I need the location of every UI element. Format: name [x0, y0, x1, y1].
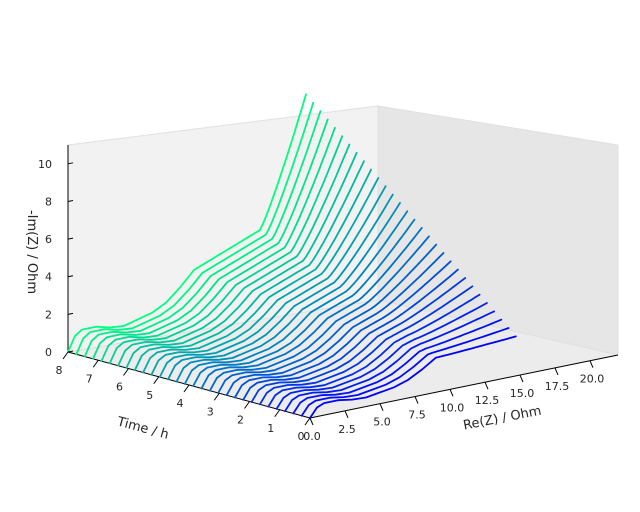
- x-tick-label: 5.0: [373, 416, 391, 429]
- z-tick-label: 4: [45, 271, 52, 284]
- series-line: [133, 160, 365, 372]
- tick-layer: 0.0 2.5 5.0 7.5 10.0 12.5 15.0 17.5 20.0 0 1 2 3 4 5 6 7…: [38, 158, 604, 443]
- y-tick-label: 3: [207, 405, 214, 418]
- z-tick-mark: [67, 237, 74, 240]
- z-tick-mark: [67, 275, 74, 278]
- series-layer: [67, 93, 517, 419]
- y-tick-mark: [244, 401, 250, 409]
- y-axis-label: Time / h: [115, 414, 171, 442]
- series-line: [158, 185, 387, 378]
- x-tick-mark: [344, 410, 349, 419]
- y-tick-label: 0: [298, 430, 305, 443]
- z-tick-label: 8: [45, 195, 52, 208]
- x-tick-mark: [589, 360, 594, 368]
- series-line: [108, 135, 344, 365]
- x-tick-mark: [449, 389, 454, 397]
- y-tick-mark: [92, 359, 99, 368]
- y-tick-label: 2: [237, 414, 244, 427]
- series-line: [209, 235, 430, 392]
- series-line: [125, 151, 358, 369]
- series-line: [267, 293, 481, 408]
- series-line: [242, 268, 459, 401]
- series-line: [217, 243, 438, 394]
- z-tick-mark: [67, 350, 74, 353]
- z-axis-label: -Im(Z) / Ohm: [24, 210, 39, 294]
- series-line: [150, 177, 380, 376]
- series-line: [75, 101, 315, 356]
- series-line: [142, 168, 372, 374]
- y-tick-mark: [153, 376, 160, 385]
- y-tick-mark: [62, 351, 69, 360]
- x-tick-label: 17.5: [545, 380, 570, 393]
- y-tick-label: 7: [86, 372, 93, 385]
- y-tick-mark: [274, 409, 281, 418]
- series-line: [92, 118, 329, 360]
- z-tick-mark: [67, 312, 74, 315]
- axis-panes: [67, 105, 619, 419]
- x-tick-label: 20.0: [580, 373, 605, 386]
- series-line: [192, 218, 416, 387]
- series-line: [250, 277, 467, 403]
- z-tick-mark: [67, 162, 74, 165]
- series-line: [83, 110, 322, 358]
- y-tick-label: 5: [146, 389, 153, 402]
- x-tick-mark: [519, 374, 524, 383]
- series-line: [259, 285, 474, 406]
- series-line: [300, 327, 510, 417]
- x-tick-mark: [484, 382, 489, 390]
- y-tick-mark: [183, 384, 190, 393]
- x-tick-mark: [309, 417, 314, 426]
- series-line: [117, 143, 351, 367]
- y-tick-mark: [213, 392, 220, 401]
- x-tick-mark: [379, 403, 384, 411]
- series-line: [183, 210, 409, 385]
- x-tick-label: 15.0: [510, 387, 535, 400]
- y-tick-label: 4: [177, 397, 184, 410]
- y-tick-label: 1: [267, 422, 274, 435]
- y-tick-label: 8: [56, 364, 63, 377]
- z-tick-label: 10: [38, 158, 52, 171]
- series-line: [234, 260, 452, 399]
- series-line: [100, 126, 336, 362]
- series-line: [309, 335, 517, 419]
- y-tick-mark: [304, 417, 311, 426]
- series-line: [225, 252, 445, 397]
- series-line: [292, 318, 503, 415]
- re-axis-line: [309, 354, 619, 419]
- z-tick-label: 6: [45, 233, 52, 246]
- y-tick-label: 6: [116, 381, 123, 394]
- series-line: [167, 193, 394, 381]
- x-tick-label: 7.5: [408, 409, 426, 422]
- series-line: [200, 227, 423, 390]
- z-tick-mark: [67, 199, 74, 202]
- series-line: [67, 93, 307, 353]
- x-tick-label: 2.5: [338, 423, 356, 436]
- x-axis-label: Re(Z) / Ohm: [462, 404, 543, 434]
- series-line: [284, 310, 495, 413]
- x-tick-mark: [554, 367, 559, 376]
- x-tick-label: 12.5: [475, 394, 500, 407]
- series-line: [175, 202, 401, 383]
- x-tick-mark: [414, 396, 419, 404]
- x-tick-label: 10.0: [440, 401, 465, 414]
- z-tick-label: 2: [45, 308, 52, 321]
- z-tick-label: 0: [45, 346, 52, 359]
- y-tick-mark: [123, 368, 129, 376]
- x-tick-label: 0.0: [303, 430, 321, 443]
- series-line: [275, 302, 488, 410]
